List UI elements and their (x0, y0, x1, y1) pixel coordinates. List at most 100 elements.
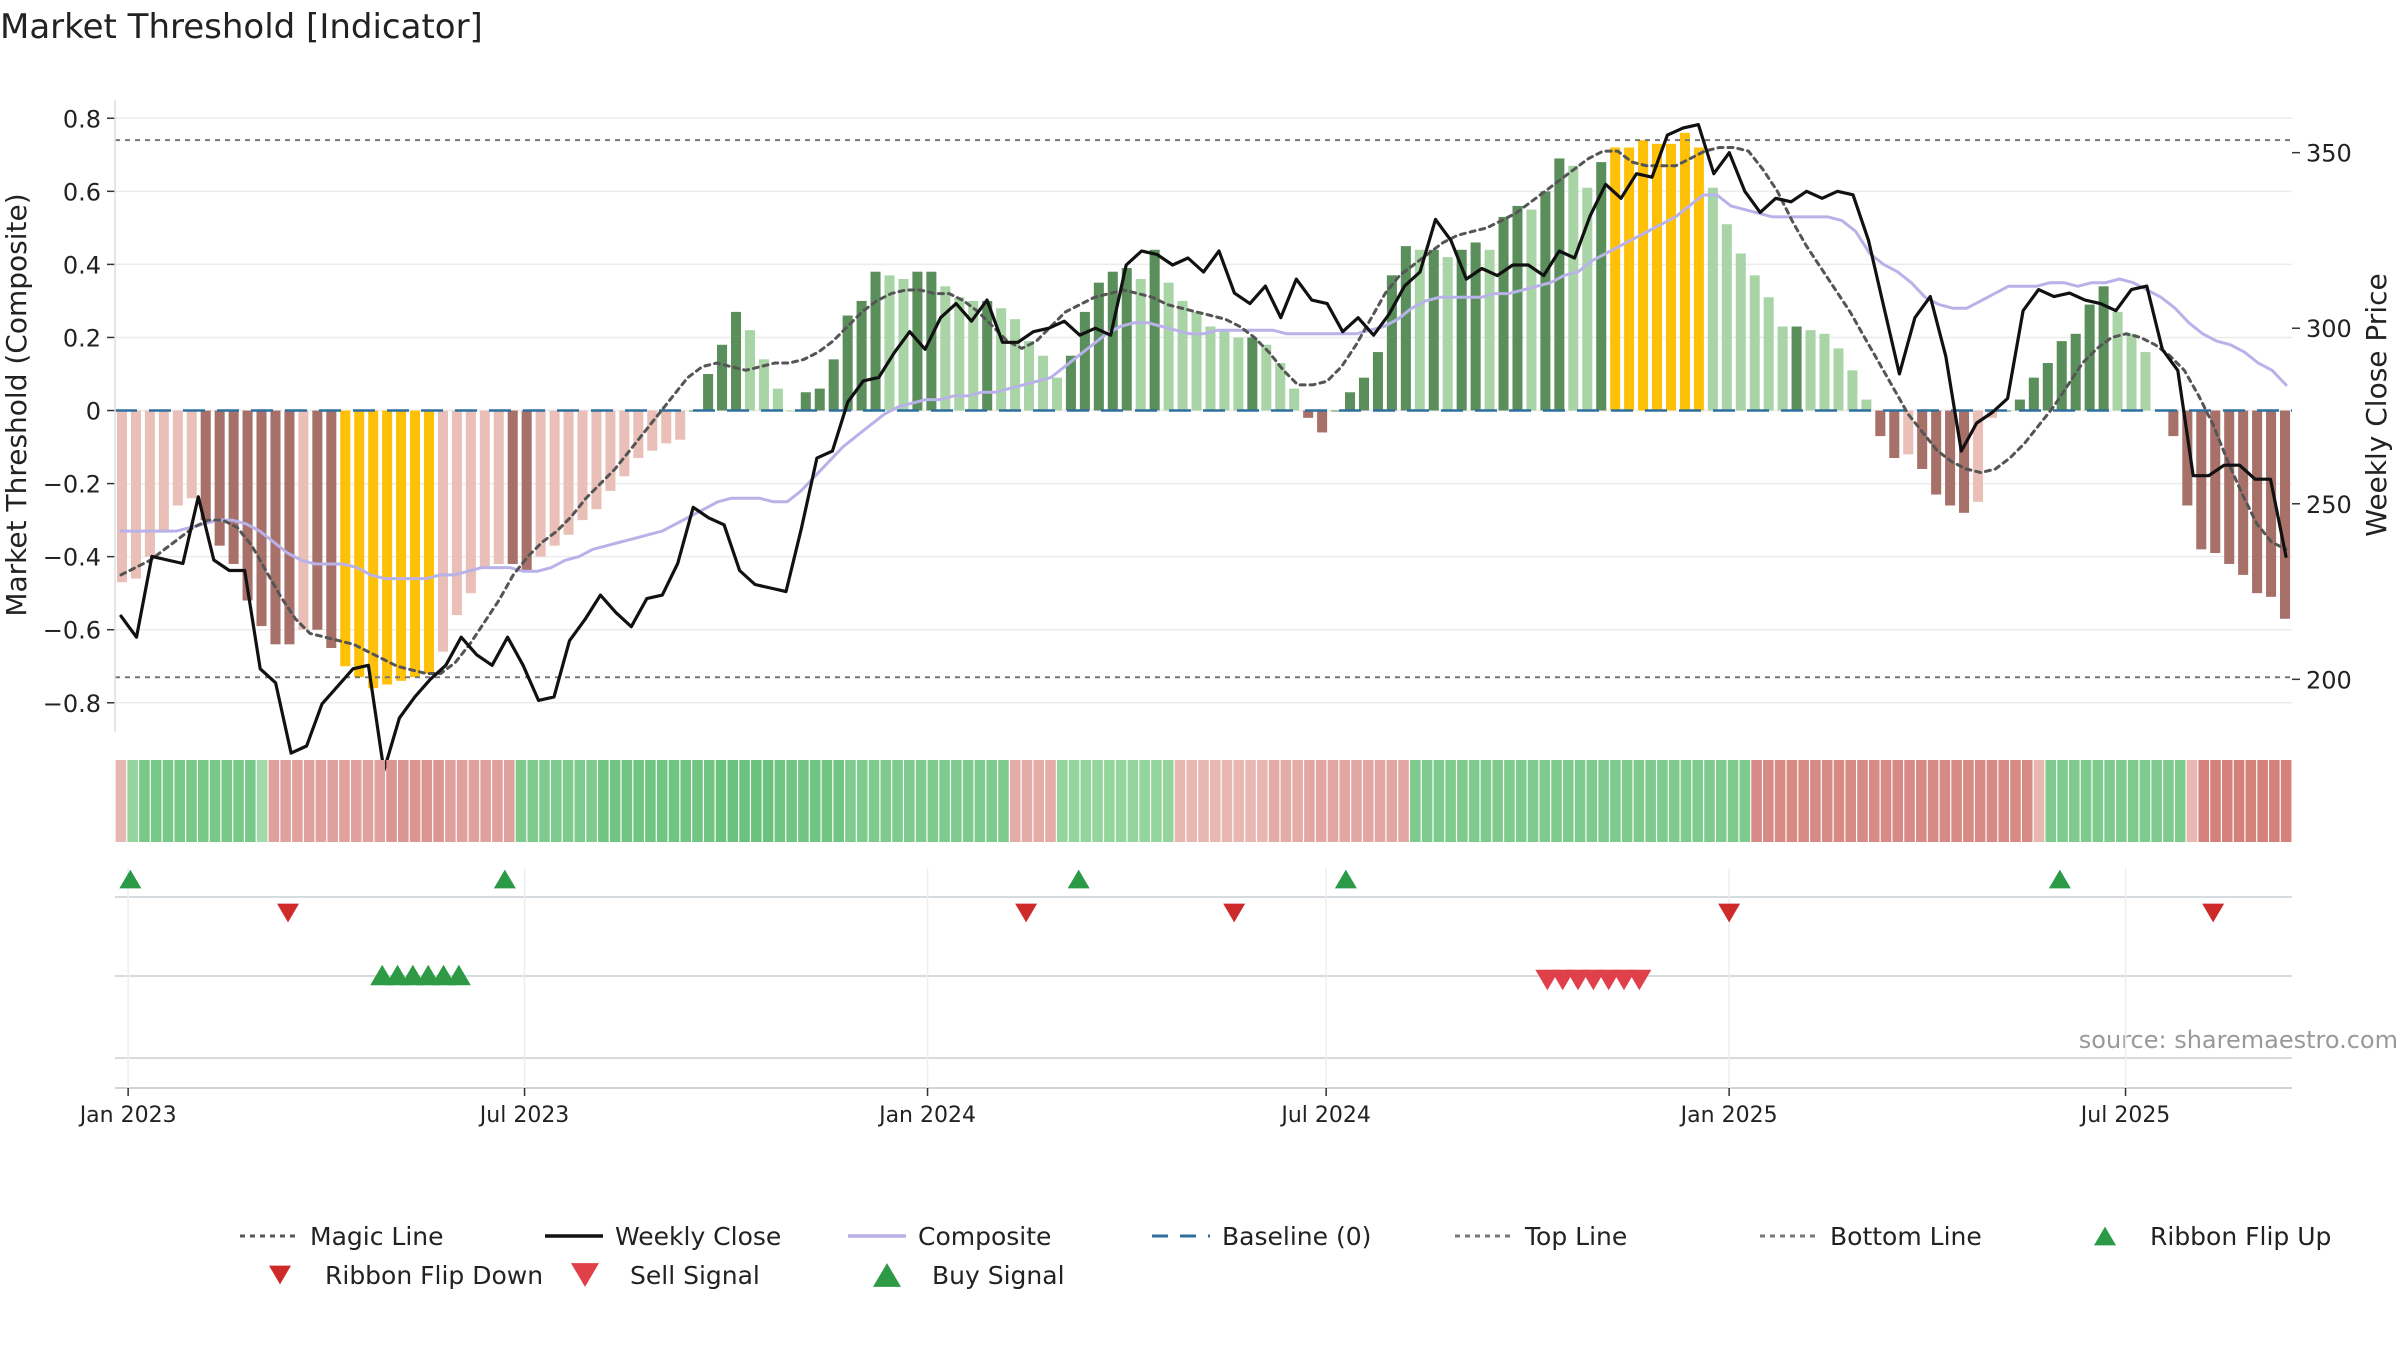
ribbon-cell (1492, 760, 1503, 842)
composite-bar (2266, 410, 2277, 597)
composite-bar (605, 410, 616, 491)
composite-bar (772, 388, 783, 411)
ribbon-cell (445, 760, 456, 842)
ribbon-cell (421, 760, 433, 842)
composite-bar (493, 410, 504, 564)
ribbon-cell (951, 760, 962, 842)
ribbon-cell (209, 760, 221, 842)
ribbon-cell (1810, 760, 1821, 842)
ribbon-cell (409, 760, 421, 842)
composite-bar (200, 410, 211, 521)
y-tick-label: 0.8 (63, 105, 101, 133)
ribbon-cell (598, 760, 609, 842)
ribbon-cell (2210, 760, 2221, 842)
ribbon-cell (350, 760, 362, 842)
ribbon-cell (1174, 760, 1186, 842)
ribbon-cell (2021, 760, 2033, 842)
ribbon-flip-up-marker (1334, 869, 1357, 889)
composite-bar (1945, 410, 1956, 506)
composite-bar (884, 275, 895, 411)
composite-bar (2210, 410, 2221, 553)
composite-bar (1972, 410, 1984, 502)
ribbon-flip-up-marker (1067, 869, 1090, 889)
ribbon-cell (551, 760, 562, 842)
ribbon-flip-down-marker (2202, 903, 2225, 923)
composite-bar (1540, 191, 1551, 411)
ribbon-flip-down-marker (1718, 903, 1741, 923)
composite-bar (396, 410, 407, 681)
composite-line (119, 193, 2288, 581)
magic-line (119, 146, 2288, 675)
ribbon-cell (1610, 760, 1621, 842)
legend-item: Ribbon Flip Down (269, 1261, 543, 1290)
ribbon-cell (1551, 760, 1562, 842)
ribbon-cell (1433, 760, 1445, 842)
ribbon-cell (1668, 760, 1680, 842)
composite-bar (1819, 333, 1830, 411)
composite-bar (1107, 271, 1118, 411)
ribbon-cell (1221, 760, 1233, 842)
composite-bar (479, 410, 490, 568)
composite-bar (1456, 249, 1467, 411)
composite-bar (2098, 286, 2109, 411)
ribbon-cell (1339, 760, 1350, 842)
ribbon-cell (292, 760, 303, 842)
ribbon-cell (1151, 760, 1162, 842)
ribbon-cell (1657, 760, 1668, 842)
ribbon-cell (1292, 760, 1303, 842)
composite-bar (2182, 410, 2193, 506)
composite-bar (940, 286, 951, 411)
ribbon-cell (1410, 760, 1421, 842)
ribbon-cell (1798, 760, 1809, 842)
legend-label: Buy Signal (932, 1261, 1065, 1290)
legend-label: Top Line (1524, 1222, 1627, 1251)
ribbon-cell (2080, 760, 2092, 842)
composite-bar (1163, 282, 1174, 411)
y2-tick-label: 200 (2306, 666, 2352, 694)
composite-bar (619, 410, 630, 477)
ribbon-cell (1045, 760, 1056, 842)
ribbon-cell (1574, 760, 1586, 842)
ribbon-cell (821, 760, 833, 842)
ribbon-cell (1645, 760, 1656, 842)
ribbon-cell (1727, 760, 1739, 842)
y-tick-label: −0.4 (43, 544, 101, 572)
composite-bar (744, 330, 755, 411)
composite-bar (703, 373, 714, 411)
legend-item: Composite (848, 1222, 1051, 1251)
composite-bar (172, 410, 183, 506)
ribbon-cell (1233, 760, 1245, 842)
ribbon-flip-up-marker (493, 869, 516, 889)
composite-bar (1414, 249, 1425, 411)
ribbon-cell (1986, 760, 1998, 842)
ribbon-cell (703, 760, 715, 842)
ribbon-cell (2198, 760, 2210, 842)
ribbon-cell (139, 760, 150, 842)
ribbon-cell (280, 760, 291, 842)
composite-bar (1568, 165, 1579, 411)
ribbon-cell (2151, 760, 2162, 842)
ribbon-cell (2186, 760, 2198, 842)
composite-bar (423, 410, 435, 674)
ribbon-cell (2116, 760, 2127, 842)
y-tick-label: 0.2 (63, 324, 101, 352)
ribbon-cell (1080, 760, 1092, 842)
ribbon-cell (1680, 760, 1692, 842)
ribbon-cell (2033, 760, 2045, 842)
composite-bar (1791, 326, 1802, 411)
composite-bar (577, 410, 588, 521)
ribbon-cell (374, 760, 386, 842)
composite-bar (410, 410, 421, 678)
ribbon-cell (1127, 760, 1139, 842)
composite-bar (521, 410, 532, 572)
x-tick-label: Jan 2023 (78, 1103, 177, 1128)
composite-bar (591, 410, 602, 510)
composite-bar (661, 410, 672, 444)
composite-bar (1875, 410, 1886, 437)
composite-bar (1470, 242, 1481, 411)
ribbon-cell (974, 760, 986, 842)
buy-signal-marker (385, 964, 410, 986)
ribbon-cell (339, 760, 350, 842)
composite-bar (898, 279, 909, 411)
legend-marker (269, 1265, 291, 1285)
